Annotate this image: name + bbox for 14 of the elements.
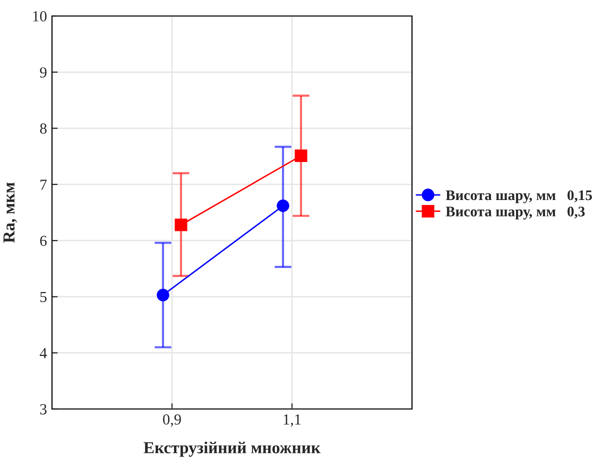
y-tick-label: 7 (40, 180, 47, 190)
x-tick-label: 0,9 (163, 414, 181, 427)
y-tick-label: 6 (40, 236, 47, 246)
y-axis-title: Ra, мкм (4, 182, 18, 243)
legend-label: Висота шару, мм 0,15 (446, 190, 592, 204)
x-tick-label: 1,1 (284, 414, 301, 427)
y-tick-label: 8 (40, 123, 47, 134)
x-axis-title: Екструзійний множник (144, 442, 321, 457)
y-tick-label: 5 (40, 292, 47, 302)
y-tick-label: 9 (40, 67, 47, 78)
y-tick-label: 4 (40, 348, 47, 358)
legend-label: Висота шару, мм 0,3 (446, 206, 585, 220)
y-tick-label: 3 (40, 404, 47, 414)
y-tick-label: 10 (33, 11, 47, 22)
